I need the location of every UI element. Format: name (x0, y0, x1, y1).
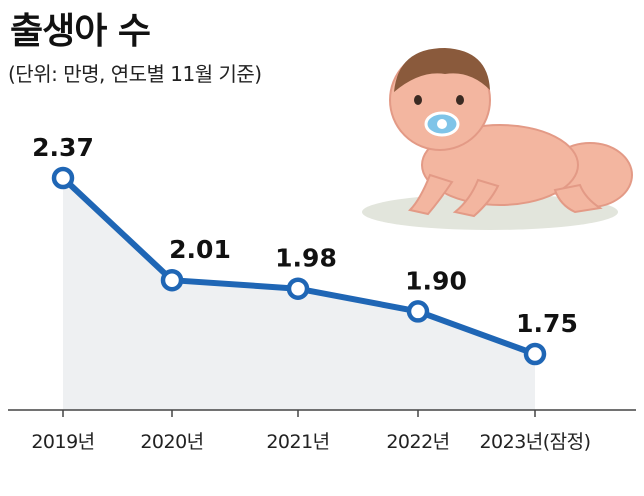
baby-leg (553, 183, 603, 214)
x-tick-label: 2020년 (140, 431, 203, 453)
data-point (523, 342, 547, 366)
value-labels: 2.37 2.01 1.98 1.90 1.75 (32, 133, 578, 338)
x-tick-label: 2023년(잠정) (479, 431, 590, 453)
data-point (51, 166, 75, 190)
x-axis-ticks (62, 410, 536, 417)
baby-left-eye (414, 95, 422, 105)
pacifier-ring (437, 119, 447, 129)
baby-left-arm (408, 173, 454, 216)
data-point (286, 277, 310, 300)
value-label: 1.90 (405, 266, 467, 295)
baby-hair (394, 48, 490, 92)
data-point (406, 300, 430, 323)
value-label: 2.37 (32, 133, 94, 162)
x-tick-label: 2021년 (266, 431, 329, 453)
x-tick-label: 2022년 (386, 431, 449, 453)
chart-subtitle: (단위: 만명, 연도별 11월 기준) (8, 62, 262, 86)
data-points (51, 166, 547, 366)
baby-right-arm (452, 178, 500, 218)
baby-right-eye (456, 95, 464, 105)
x-tick-label: 2019년 (31, 431, 94, 453)
value-label: 2.01 (169, 235, 231, 264)
value-label: 1.75 (516, 309, 578, 338)
baby-illustration (362, 48, 633, 230)
data-point (160, 268, 184, 292)
chart-title: 출생아 수 (10, 11, 151, 52)
x-tick-labels: 2019년 2020년 2021년 2022년 2023년(잠정) (31, 431, 591, 453)
value-label: 1.98 (275, 244, 337, 273)
